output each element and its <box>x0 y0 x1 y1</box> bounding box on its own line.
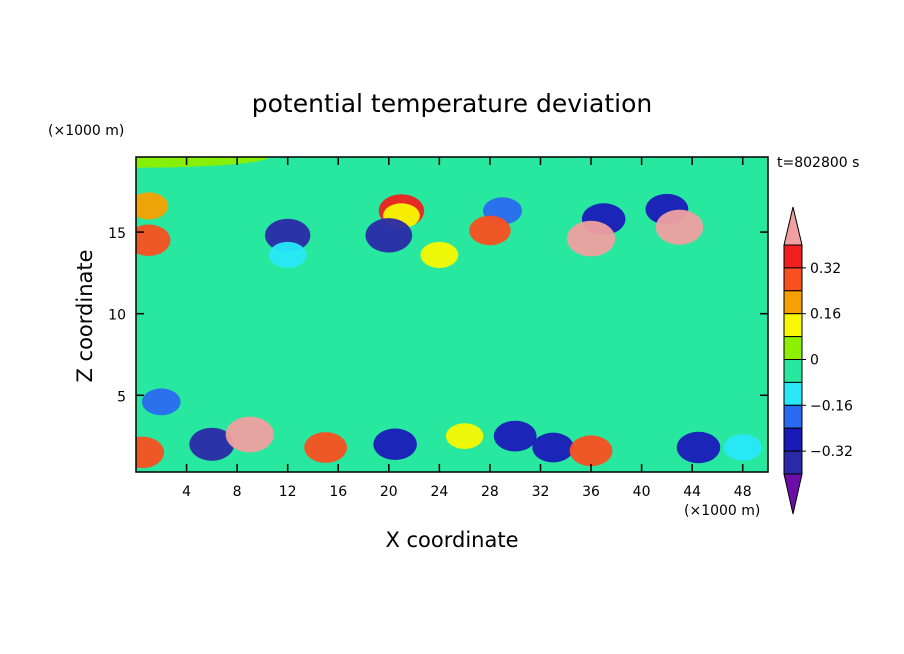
field-cell <box>676 431 721 464</box>
x-tick-label: 12 <box>279 484 297 500</box>
colorbar-segment <box>783 336 803 361</box>
field-cell <box>304 432 348 463</box>
colorbar-label: 0.32 <box>810 261 841 277</box>
x-tick-label: 48 <box>734 484 752 500</box>
chart-title: potential temperature deviation <box>252 89 652 118</box>
colorbar-segment <box>783 290 803 315</box>
colorbar-label: 0.16 <box>810 307 841 323</box>
field-cell <box>493 420 537 452</box>
colorbar-segment <box>783 381 803 406</box>
field-cell <box>365 218 413 253</box>
field-cell <box>532 432 574 463</box>
x-tick-label: 20 <box>380 484 398 500</box>
y-ticks: 5 10 15 <box>108 226 768 405</box>
colorbar-segment <box>783 450 803 475</box>
field-cell <box>194 343 230 366</box>
field-cell <box>136 192 169 220</box>
field-cell <box>373 428 417 460</box>
x-ticks: 4 8 12 16 20 24 28 32 36 40 44 48 <box>182 157 752 500</box>
y-unit-label: (×1000 m) <box>48 123 124 139</box>
colorbar-segment <box>783 427 803 452</box>
x-tick-label: 28 <box>481 484 499 500</box>
x-tick-label: 24 <box>430 484 448 500</box>
x-tick-label: 4 <box>182 484 191 500</box>
field-cell <box>655 209 704 245</box>
field-cell <box>566 220 616 257</box>
field-cell <box>136 224 171 256</box>
x-tick-label: 40 <box>633 484 651 500</box>
colorbar-label: 0 <box>810 353 819 369</box>
plot-frame <box>135 156 769 473</box>
field-cell <box>445 423 484 449</box>
field-cell <box>136 436 165 469</box>
x-axis-label: X coordinate <box>385 528 518 552</box>
colorbar-segment <box>783 313 803 338</box>
colorbar-label: −0.16 <box>810 398 853 414</box>
x-unit-label: (×1000 m) <box>684 503 760 519</box>
field-cell <box>189 427 235 461</box>
colorbar-segment <box>783 267 803 292</box>
field-cell <box>371 393 407 417</box>
heatmap-field <box>136 157 762 469</box>
x-tick-label: 36 <box>582 484 600 500</box>
x-tick-label: 8 <box>233 484 242 500</box>
colorbar-extend-bottom <box>783 473 803 515</box>
field-cell <box>420 241 459 268</box>
colorbar-segment <box>783 404 803 429</box>
y-axis-label: Z coordinate <box>73 249 97 382</box>
y-tick-label: 5 <box>117 389 126 405</box>
field-cell <box>723 434 762 461</box>
field-cell <box>264 218 311 252</box>
field-cell <box>268 241 307 268</box>
colorbar: 0.32 0.16 0 −0.16 −0.32 <box>783 206 853 515</box>
time-label: t=802800 s <box>777 155 859 171</box>
field-cell <box>141 388 181 416</box>
colorbar-segment <box>783 359 803 383</box>
field-cell <box>569 435 613 467</box>
colorbar-segment <box>783 244 803 269</box>
x-tick-label: 44 <box>683 484 701 500</box>
colorbar-label: −0.32 <box>810 444 853 460</box>
y-tick-label: 15 <box>108 226 126 242</box>
x-tick-label: 32 <box>532 484 550 500</box>
x-tick-label: 16 <box>329 484 347 500</box>
y-tick-label: 10 <box>108 308 126 324</box>
field-cell <box>136 157 269 168</box>
colorbar-extend-top <box>783 206 803 246</box>
field-cell <box>469 215 511 246</box>
field-cell <box>308 326 343 350</box>
field-cell <box>225 416 274 453</box>
